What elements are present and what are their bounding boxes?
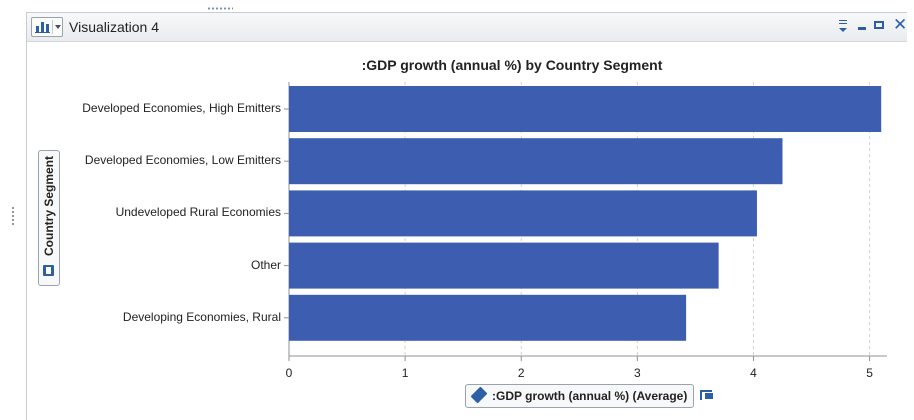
minimize-icon[interactable] bbox=[858, 27, 866, 30]
top-resize-grip[interactable] bbox=[207, 7, 233, 10]
panel-title: Visualization 4 bbox=[69, 19, 160, 35]
axis-options-icon[interactable] bbox=[700, 387, 714, 401]
x-tick-label: 1 bbox=[401, 366, 409, 380]
category-role-icon bbox=[43, 265, 54, 276]
bar bbox=[289, 138, 783, 185]
x-tick-label: 3 bbox=[634, 366, 641, 380]
x-tick-label: 0 bbox=[285, 366, 293, 380]
category-label: Developed Economies, High Emitters bbox=[82, 101, 281, 115]
panel-header: Visualization 4 ✕ bbox=[27, 12, 907, 42]
close-icon[interactable]: ✕ bbox=[893, 15, 908, 34]
y-axis-label: Country Segment bbox=[42, 155, 56, 257]
y-axis-role-button[interactable] bbox=[38, 150, 60, 286]
bar bbox=[289, 190, 757, 237]
x-tick-label: 5 bbox=[866, 366, 873, 380]
bar bbox=[289, 294, 687, 341]
overflow-menu-icon[interactable] bbox=[837, 19, 849, 35]
category-label: Developing Economies, Rural bbox=[122, 309, 281, 324]
x-tick-label: 2 bbox=[517, 366, 525, 380]
bar bbox=[289, 242, 719, 289]
chart-title: :GDP growth (annual %) by Country Segmen… bbox=[361, 57, 663, 73]
category-label: Other bbox=[250, 257, 281, 272]
maximize-icon[interactable] bbox=[874, 21, 884, 29]
bar-chart-icon bbox=[36, 22, 50, 33]
category-label: Developed Economies, Low Emitters bbox=[84, 153, 281, 168]
bar bbox=[289, 86, 882, 132]
chevron-down-icon[interactable] bbox=[55, 25, 61, 29]
visualization-type-button[interactable] bbox=[31, 17, 63, 37]
x-tick-label: 4 bbox=[750, 366, 757, 380]
category-label: Undeveloped Rural Economies bbox=[115, 205, 281, 220]
left-resize-grip[interactable] bbox=[12, 206, 14, 226]
x-axis-role-button[interactable] bbox=[465, 384, 694, 408]
x-axis-label: :GDP growth (annual %) (Average) bbox=[492, 389, 688, 403]
